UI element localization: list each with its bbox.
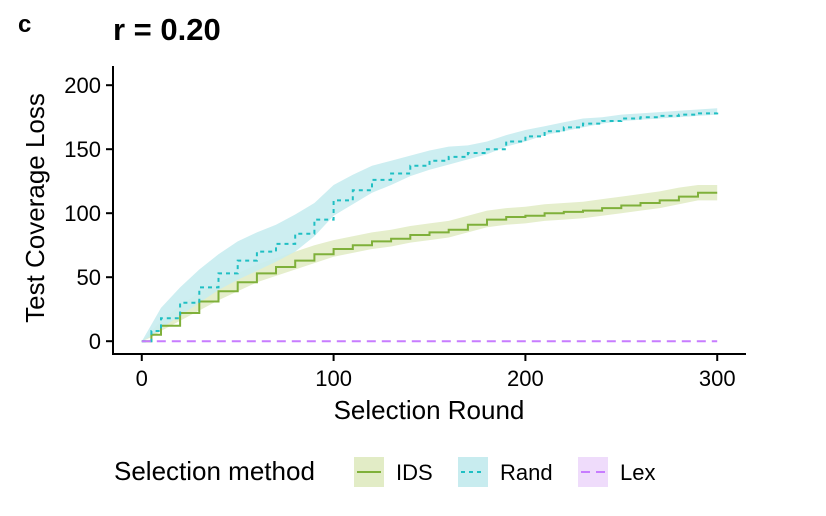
y-tick-label: 0: [89, 329, 101, 354]
legend-title: Selection method: [114, 456, 315, 486]
band-rand: [141, 108, 718, 342]
y-tick-label: 50: [77, 265, 101, 290]
series-line-ids: [141, 191, 718, 343]
legend-label-lex: Lex: [620, 460, 655, 485]
y-tick-label: 100: [64, 201, 101, 226]
plot-area: [141, 108, 719, 343]
x-ticks: 0 100 200 300: [136, 354, 736, 391]
legend-label-ids: IDS: [396, 460, 433, 485]
x-tick-label: 0: [136, 366, 148, 391]
legend: IDS Rand Lex: [354, 457, 655, 487]
x-tick-label: 200: [507, 366, 544, 391]
x-tick-label: 300: [699, 366, 736, 391]
x-tick-label: 100: [315, 366, 352, 391]
y-axis-title: Test Coverage Loss: [20, 93, 50, 323]
chart-title: r = 0.20: [113, 12, 221, 47]
y-tick-label: 200: [64, 73, 101, 98]
panel-tag: c: [18, 11, 31, 38]
y-tick-label: 150: [64, 137, 101, 162]
y-ticks: 0 50 100 150 200: [64, 73, 113, 354]
legend-label-rand: Rand: [500, 460, 553, 485]
x-axis-title: Selection Round: [334, 395, 525, 425]
